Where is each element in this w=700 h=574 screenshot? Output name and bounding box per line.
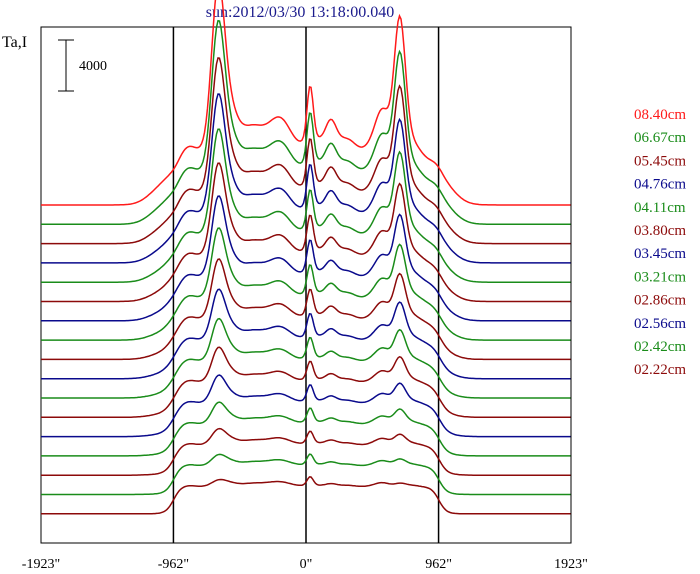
series-line xyxy=(41,453,571,496)
legend-entry: 03.21cm xyxy=(634,269,686,285)
series-line xyxy=(41,317,571,399)
legend-entry: 06.67cm xyxy=(634,130,686,146)
series-line xyxy=(41,288,571,380)
chart-title: sun:2012/03/30 13:18:00.040 xyxy=(206,4,394,21)
x-tick-labels: -1923" -962" 0" 962" 1923" xyxy=(22,557,588,572)
series-line xyxy=(41,346,571,419)
series-line xyxy=(41,401,571,457)
series-lines xyxy=(41,0,571,515)
x-tick-label: -962" xyxy=(158,557,189,572)
legend-entry: 05.45cm xyxy=(634,153,686,169)
legend-entry: 03.80cm xyxy=(634,223,686,239)
legend-entry: 02.56cm xyxy=(634,316,686,332)
series-line xyxy=(41,258,571,361)
legend: 08.40cm 06.67cm 05.45cm 04.76cm 04.11cm 03.80… xyxy=(634,107,686,378)
legend-entry: 02.42cm xyxy=(634,339,686,355)
series-line xyxy=(41,227,571,341)
legend-entry: 02.86cm xyxy=(634,293,686,309)
scale-bar-label: 4000 xyxy=(79,59,107,74)
series-line xyxy=(41,374,571,438)
y-axis-label: Ta,I xyxy=(2,34,27,51)
series-line xyxy=(41,93,571,264)
x-tick-label: 0" xyxy=(300,557,313,572)
x-tick-label: -1923" xyxy=(22,557,60,572)
legend-entry: 03.45cm xyxy=(634,246,686,262)
series-line xyxy=(41,162,571,303)
x-tick-label: 1923" xyxy=(554,557,588,572)
series-line xyxy=(41,57,571,245)
series-line xyxy=(41,476,571,515)
series-line xyxy=(41,427,571,476)
series-line xyxy=(41,0,571,206)
series-line xyxy=(41,195,571,322)
legend-entry: 04.76cm xyxy=(634,177,686,193)
scale-bar: 4000 xyxy=(58,39,107,92)
x-tick-label: 962" xyxy=(425,557,452,572)
legend-entry: 02.22cm xyxy=(634,362,686,378)
series-line xyxy=(41,19,571,226)
series-line xyxy=(41,128,571,283)
legend-entry: 04.11cm xyxy=(634,200,686,216)
legend-entry: 08.40cm xyxy=(634,107,686,123)
